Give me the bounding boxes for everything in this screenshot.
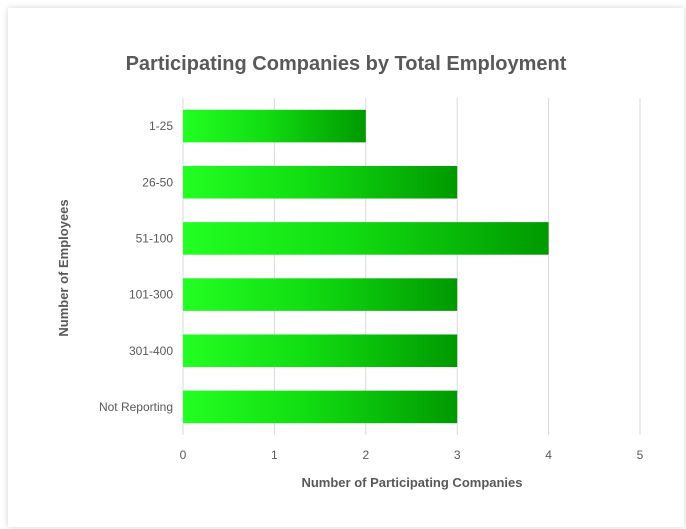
y-axis-tick-labels: 1-25 26-50 51-100 101-300 301-400 Not Reporti… (99, 119, 173, 414)
bar-51-100 (183, 222, 549, 255)
x-axis-tick-labels: 0 1 2 3 4 5 (180, 448, 644, 462)
y-tick-label: Not Reporting (99, 400, 173, 414)
y-tick-label: 26-50 (142, 175, 173, 189)
x-tick-label: 1 (271, 448, 278, 462)
x-tick-label: 4 (545, 448, 552, 462)
y-tick-label: 101-300 (129, 288, 173, 302)
x-tick-label: 0 (180, 448, 187, 462)
y-tick-label: 301-400 (129, 344, 173, 358)
chart-frame: Participating Companies by Total Employm… (8, 8, 684, 527)
y-tick-label: 51-100 (136, 231, 174, 245)
bar-chart: Participating Companies by Total Employm… (56, 53, 644, 490)
y-axis-title: Number of Employees (56, 199, 71, 336)
bar-26-50 (183, 165, 458, 199)
x-tick-label: 2 (362, 448, 369, 462)
bar-1-25 (183, 109, 366, 143)
y-tick-label: 1-25 (149, 119, 173, 133)
bar-101-300 (183, 278, 458, 311)
bar-301-400 (183, 334, 458, 368)
x-axis-title: Number of Participating Companies (301, 475, 522, 490)
chart-title: Participating Companies by Total Employm… (126, 53, 567, 75)
bar-not-reporting (183, 390, 458, 424)
gridlines (182, 98, 641, 435)
x-tick-label: 3 (454, 448, 461, 462)
x-tick-label: 5 (637, 448, 644, 462)
bars (183, 109, 549, 424)
